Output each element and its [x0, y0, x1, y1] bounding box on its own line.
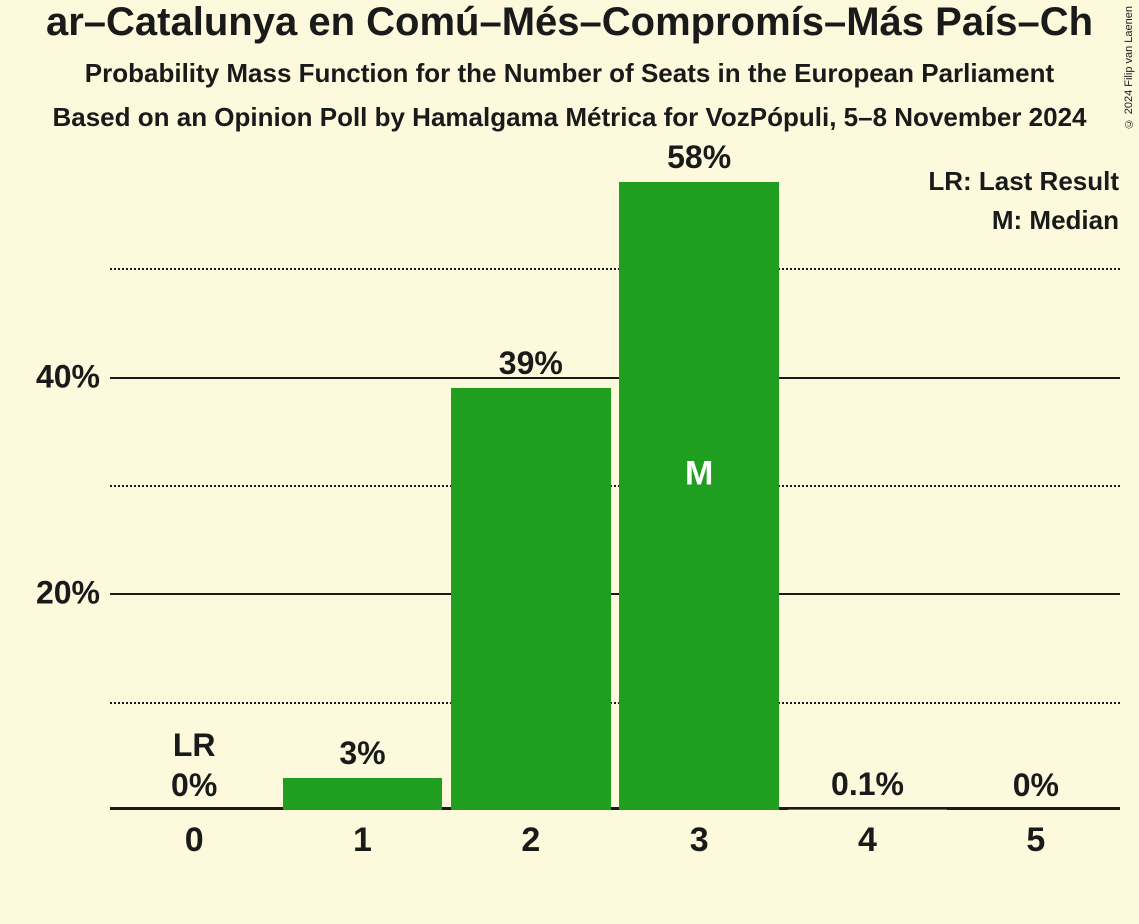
- gridline-major: [110, 593, 1120, 595]
- bar: [283, 778, 443, 811]
- bar: [788, 809, 948, 810]
- gridline-minor: [110, 268, 1120, 270]
- bar: [451, 388, 611, 811]
- bar-value-label: 3%: [339, 735, 385, 772]
- x-tick-label: 2: [521, 821, 540, 860]
- gridline-minor: [110, 485, 1120, 487]
- copyright-text: © 2024 Filip van Laenen: [1123, 6, 1135, 129]
- bar: [619, 182, 779, 810]
- bar-value-label: 0%: [1013, 767, 1059, 804]
- chart-subtitle-1: Probability Mass Function for the Number…: [0, 58, 1139, 89]
- bar-value-label: 58%: [667, 139, 731, 176]
- bar-value-label: 39%: [499, 345, 563, 382]
- x-tick-label: 0: [185, 821, 204, 860]
- bar-secondary-label: LR: [173, 727, 216, 764]
- gridline-minor: [110, 702, 1120, 704]
- chart-subtitle-2: Based on an Opinion Poll by Hamalgama Mé…: [0, 102, 1139, 133]
- x-axis-line: [110, 807, 1120, 810]
- chart-title: ar–Catalunya en Comú–Més–Compromís–Más P…: [0, 0, 1139, 45]
- chart-plot-area: 20%40%0%LR03%139%258%M30.1%40%5: [110, 160, 1120, 860]
- bar-value-label: 0.1%: [831, 766, 904, 803]
- gridline-major: [110, 377, 1120, 379]
- x-tick-label: 1: [353, 821, 372, 860]
- y-tick-label: 20%: [36, 575, 100, 612]
- bar-inner-label: M: [685, 454, 713, 493]
- y-tick-label: 40%: [36, 358, 100, 395]
- x-tick-label: 3: [690, 821, 709, 860]
- bar-value-label: 0%: [171, 767, 217, 804]
- x-tick-label: 4: [858, 821, 877, 860]
- x-tick-label: 5: [1026, 821, 1045, 860]
